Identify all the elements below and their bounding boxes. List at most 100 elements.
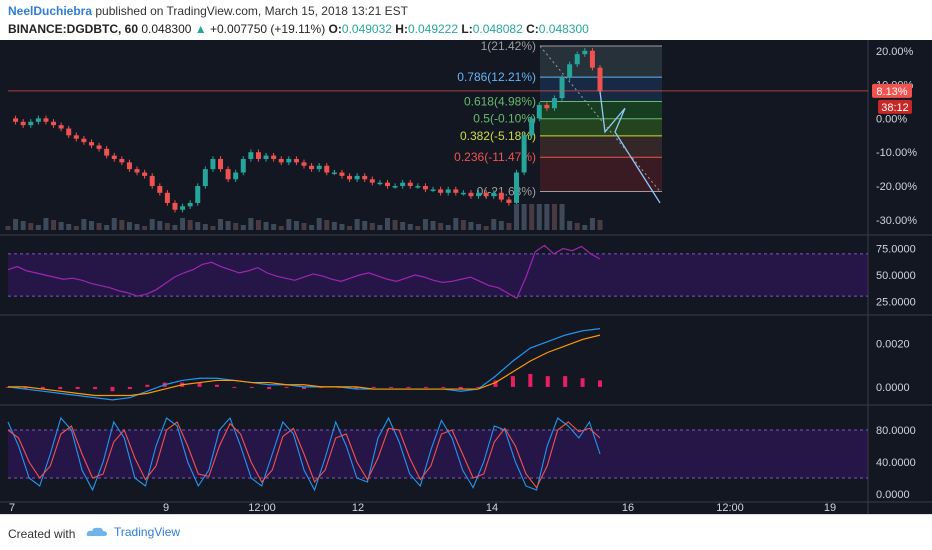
macd-histogram-bar [545, 376, 550, 387]
last-price: 0.048300 [141, 22, 192, 36]
volume-bar [354, 219, 360, 230]
volume-bar [119, 220, 125, 230]
price-candle [392, 186, 398, 188]
volume-bar [157, 221, 163, 230]
volume-bar [187, 220, 193, 230]
volume-bar [567, 221, 573, 230]
stoch-tick-label: 40.0000 [876, 457, 916, 469]
price-candle [210, 158, 216, 170]
chart-area[interactable]: 1(21.42%) 0.786(12.21%) 0.618(4.98%) 0.5(-0… [0, 39, 932, 514]
price-candle [347, 175, 353, 180]
volume-bar [506, 223, 512, 230]
high-value: 0.049222 [407, 22, 459, 36]
volume-bar [362, 221, 368, 230]
volume-bar [5, 226, 11, 230]
macd-histogram-bar [249, 386, 254, 388]
rsi-tick-label: 75.0000 [876, 244, 916, 256]
volume-bar [149, 219, 155, 230]
tradingview-link[interactable]: TradingView [86, 525, 180, 539]
volume-bar [20, 221, 26, 230]
volume-bar [551, 204, 557, 230]
macd-histogram-bar [493, 380, 498, 387]
macd-histogram-bar [458, 386, 463, 390]
price-candle [13, 118, 19, 122]
volume-bar [392, 220, 398, 230]
price-candle [240, 158, 246, 173]
macd-tick-label: 0.0000 [876, 382, 910, 394]
price-candle [521, 135, 527, 173]
price-candle [514, 172, 520, 203]
price-candle [278, 158, 284, 163]
macd-histogram-bar [145, 384, 150, 387]
price-candle [180, 206, 186, 210]
volume-bar [407, 224, 413, 230]
chart-header: NeelDuchiebra published on TradingView.c… [0, 0, 932, 40]
fib-level-label: 0.618(4.98%) [464, 95, 536, 109]
macd-histogram-bar [232, 386, 237, 388]
volume-bar [400, 222, 406, 230]
change-arrow-icon: ▲ [194, 22, 207, 36]
price-tick-label: -10.00% [876, 147, 917, 159]
price-candle [551, 98, 557, 109]
price-candle [286, 158, 292, 163]
price-candle [559, 77, 565, 99]
symbol-label: BINANCE:DGDBTC, 60 [8, 22, 139, 36]
price-tick-label: 20.00% [876, 46, 914, 58]
price-candle [66, 128, 72, 136]
macd-histogram-bar [354, 386, 359, 390]
price-candle [574, 54, 580, 65]
macd-histogram-bar [476, 386, 481, 388]
rsi-band [8, 253, 868, 297]
volume-bar [597, 220, 603, 230]
volume-bar [331, 222, 337, 230]
stoch-tick-label: 80.0000 [876, 425, 916, 437]
macd-histogram-bar [23, 386, 28, 390]
price-candle [316, 165, 322, 170]
volume-bar [81, 219, 87, 230]
macd-histogram-bar [197, 382, 202, 387]
time-tick-label: 12:00 [248, 502, 276, 514]
volume-bar [172, 225, 178, 230]
volume-bar [111, 218, 117, 230]
volume-bar [438, 223, 444, 230]
volume-bar [88, 221, 94, 230]
volume-bar [51, 220, 57, 230]
close-value: 0.048300 [538, 22, 589, 36]
price-tick-label: -20.00% [876, 181, 917, 193]
price-candle [271, 155, 277, 159]
volume-bar [453, 218, 459, 230]
volume-bar [293, 221, 299, 230]
price-candle [453, 189, 459, 193]
macd-histogram-bar [284, 386, 289, 388]
volume-bar [476, 224, 482, 230]
time-tick-label: 12:00 [716, 502, 744, 514]
price-candle [157, 186, 163, 193]
percent-badge-label: 8.13% [876, 86, 907, 98]
volume-bar [271, 224, 277, 230]
macd-histogram-bar [110, 386, 115, 392]
volume-bar [286, 219, 292, 230]
open-value: 0.049032 [341, 22, 392, 36]
volume-bar [104, 225, 110, 230]
volume-bar [13, 219, 19, 230]
price-candle [81, 138, 87, 143]
price-candle [225, 169, 231, 180]
rsi-tick-label: 25.0000 [876, 296, 916, 308]
volume-bar [309, 225, 315, 230]
low-label: L: [461, 22, 473, 36]
author-link[interactable]: NeelDuchiebra [8, 4, 93, 18]
time-tick-label: 7 [9, 502, 15, 514]
volume-bar [126, 222, 132, 230]
volume-bar [536, 204, 542, 230]
volume-bar [180, 218, 186, 230]
volume-bar [28, 223, 34, 230]
price-candle [149, 175, 155, 187]
chart-svg[interactable]: 1(21.42%) 0.786(12.21%) 0.618(4.98%) 0.5(-0… [0, 39, 932, 514]
price-candle [339, 172, 345, 176]
volume-bar [339, 224, 345, 230]
tradingview-brand: TradingView [114, 525, 181, 539]
price-candle [28, 121, 34, 126]
volume-bar [468, 222, 474, 230]
price-candle [354, 175, 360, 180]
volume-bar [483, 226, 489, 230]
